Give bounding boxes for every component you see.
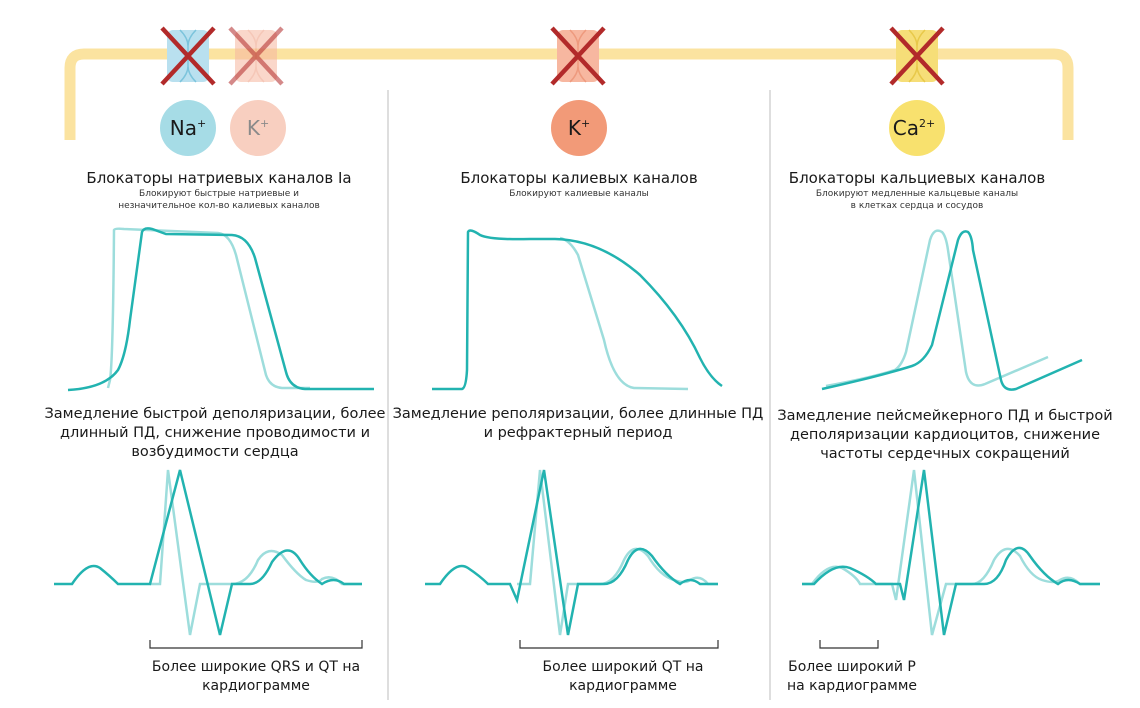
column-subtitle: Блокируют калиевые каналы (509, 189, 649, 199)
ion-na: Na+ (160, 100, 216, 156)
effect-text: длинный ПД, снижение проводимости и (60, 425, 370, 441)
effect-text: Замедление реполяризации, более длинные … (393, 406, 764, 422)
ecg-note: кардиограмме (569, 678, 677, 694)
ecg-normal (802, 469, 1100, 636)
blocked-cross-icon (228, 26, 284, 86)
blocked-cross-icon (550, 26, 606, 86)
column-subtitle: незначительное кол-во калиевых каналов (118, 201, 320, 211)
effect-text: Замедление быстрой деполяризации, более (45, 406, 386, 422)
action-potential-drugged (432, 229, 723, 391)
ion-k: K+ (551, 100, 607, 156)
action-potential-normal (825, 229, 1049, 388)
ecg-drugged (425, 469, 718, 636)
effect-text: частоты сердечных сокращений (820, 446, 1070, 462)
measure-bracket (149, 640, 363, 649)
ion-k-faded: K+ (230, 100, 286, 156)
effect-text: Замедление пейсмейкерного ПД и быстрой (777, 408, 1112, 424)
column-title: Блокаторы кальциевых каналов (789, 169, 1045, 187)
effect-text: и рефрактерный период (484, 425, 673, 441)
column-title: Блокаторы натриевых каналов Ia (86, 169, 351, 187)
ecg-note: Более широкие QRS и QT на (152, 659, 360, 675)
svg-text:K+: K+ (247, 116, 269, 140)
action-potential-drugged (67, 227, 374, 392)
column-title: Блокаторы калиевых каналов (460, 169, 697, 187)
ecg-normal (150, 469, 362, 636)
ecg-drugged (802, 469, 1100, 636)
blocked-cross-icon (889, 26, 945, 86)
action-potential-normal (559, 236, 689, 391)
ecg-note: на кардиограмме (787, 678, 917, 694)
blocked-cross-icon (160, 26, 216, 86)
ecg-drugged (54, 469, 362, 636)
column-subtitle: Блокируют быстрые натриевые и (139, 189, 299, 199)
column-subtitle: в клетках сердца и сосудов (851, 201, 984, 211)
column-subtitle: Блокируют медленные кальцевые каналы (816, 189, 1018, 199)
measure-bracket (519, 640, 719, 649)
action-potential-drugged (821, 230, 1083, 391)
action-potential-normal (106, 227, 310, 390)
effect-text: деполяризации кардиоцитов, снижение (790, 427, 1100, 443)
measure-bracket (819, 640, 879, 649)
ecg-note: Более широкий QT на (542, 659, 703, 675)
ion-ca: Ca2+ (889, 100, 945, 156)
effect-text: возбудимости сердца (131, 444, 298, 460)
ecg-note: Более широкий P (788, 659, 916, 675)
ecg-note: кардиограмме (202, 678, 310, 694)
svg-text:Na+: Na+ (170, 116, 206, 140)
svg-text:Ca2+: Ca2+ (893, 116, 935, 140)
svg-text:K+: K+ (568, 116, 590, 140)
